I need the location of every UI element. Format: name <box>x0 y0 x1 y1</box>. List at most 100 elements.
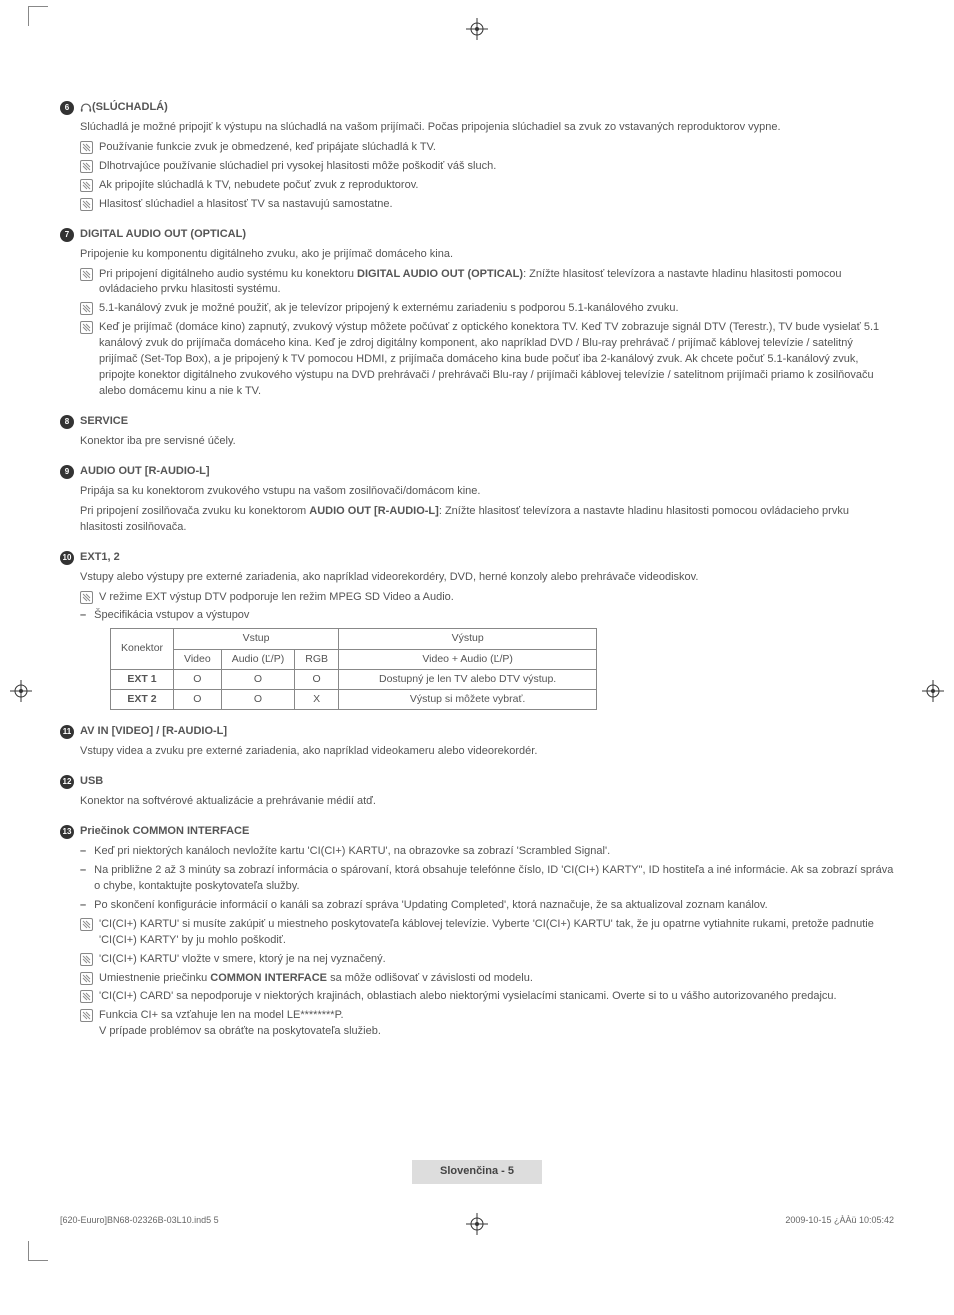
table-row: EXT 1OOODostupný je len TV alebo DTV výs… <box>111 669 597 689</box>
page-label: Slovenčina - 5 <box>412 1160 542 1184</box>
section-number-badge: 6 <box>60 101 74 115</box>
section-title: AUDIO OUT [R-AUDIO-L] <box>80 464 210 480</box>
dash-bullet: – <box>80 863 86 879</box>
table-cell: EXT 1 <box>111 669 174 689</box>
note-text: Umiestnenie priečinku COMMON INTERFACE s… <box>99 971 533 987</box>
table-cell: O <box>221 669 295 689</box>
note-icon <box>80 321 93 334</box>
note-item: Keď je prijímač (domáce kino) zapnutý, z… <box>80 320 894 400</box>
dash-item: –Keď pri niektorých kanáloch nevložíte k… <box>80 844 894 860</box>
note-icon <box>80 141 93 154</box>
note-text: Používanie funkcie zvuk je obmedzené, ke… <box>99 140 436 156</box>
note-icon <box>80 1009 93 1022</box>
table-cell: O <box>295 669 339 689</box>
table-cell: Výstup si môžete vybrať. <box>339 690 597 710</box>
table-cell: EXT 2 <box>111 690 174 710</box>
dash-bullet: – <box>80 608 86 624</box>
table-cell: O <box>174 690 222 710</box>
table-header: Konektor <box>111 629 174 669</box>
dash-item: –Po skončení konfigurácie informácií o k… <box>80 898 894 914</box>
note-text: Pri pripojení digitálneho audio systému … <box>99 267 894 299</box>
section-title: EXT1, 2 <box>80 550 120 566</box>
note-item: 'CI(CI+) KARTU' vložte v smere, ktorý je… <box>80 952 894 968</box>
note-item: Funkcia CI+ sa vzťahuje len na model LE*… <box>80 1008 894 1040</box>
section-service: 8 SERVICE Konektor iba pre servisné účel… <box>60 414 894 450</box>
note-text: Hlasitosť slúchadiel a hlasitosť TV sa n… <box>99 197 393 213</box>
section-number-badge: 13 <box>60 825 74 839</box>
registration-mark-icon <box>466 1213 488 1235</box>
headphones-icon <box>80 102 92 113</box>
table-cell: O <box>174 669 222 689</box>
note-item: 'CI(CI+) KARTU' si musíte zakúpiť u mies… <box>80 917 894 949</box>
dash-item: –Špecifikácia vstupov a výstupov <box>80 608 894 624</box>
note-item: V režime EXT výstup DTV podporuje len re… <box>80 590 894 606</box>
section-title: USB <box>80 774 103 790</box>
section-title: (SLÚCHADLÁ) <box>80 100 168 116</box>
section-intro: Pripája sa ku konektorom zvukového vstup… <box>80 484 894 500</box>
table-header: Výstup <box>339 629 597 649</box>
note-text: 5.1-kanálový zvuk je možné použiť, ak je… <box>99 301 679 317</box>
note-icon <box>80 591 93 604</box>
note-icon <box>80 179 93 192</box>
print-footer-left: [620-Euuro]BN68-02326B-03L10.ind5 5 <box>60 1214 219 1227</box>
section-audio-out: 9 AUDIO OUT [R-AUDIO-L] Pripája sa ku ko… <box>60 464 894 536</box>
table-subheader: RGB <box>295 649 339 669</box>
crop-mark-icon <box>28 6 48 26</box>
note-item: Umiestnenie priečinku COMMON INTERFACE s… <box>80 971 894 987</box>
note-icon <box>80 160 93 173</box>
note-text: 'CI(CI+) KARTU' vložte v smere, ktorý je… <box>99 952 386 968</box>
note-item: Hlasitosť slúchadiel a hlasitosť TV sa n… <box>80 197 894 213</box>
section-title: Priečinok COMMON INTERFACE <box>80 824 249 840</box>
note-icon <box>80 972 93 985</box>
note-text: Funkcia CI+ sa vzťahuje len na model LE*… <box>99 1008 381 1040</box>
registration-mark-icon <box>466 18 488 40</box>
section-intro: Vstupy videa a zvuku pre externé zariade… <box>80 744 894 760</box>
table-subheader: Video <box>174 649 222 669</box>
section-intro: Slúchadlá je možné pripojiť k výstupu na… <box>80 120 894 136</box>
dash-bullet: – <box>80 844 86 860</box>
section-ext: 10 EXT1, 2 Vstupy alebo výstupy pre exte… <box>60 550 894 711</box>
dash-text: Špecifikácia vstupov a výstupov <box>94 608 249 624</box>
crop-mark-icon <box>28 1241 48 1261</box>
note-item: Používanie funkcie zvuk je obmedzené, ke… <box>80 140 894 156</box>
dash-bullet: – <box>80 898 86 914</box>
section-av-in: 11 AV IN [VIDEO] / [R-AUDIO-L] Vstupy vi… <box>60 724 894 760</box>
table-cell: Dostupný je len TV alebo DTV výstup. <box>339 669 597 689</box>
section-number-badge: 7 <box>60 228 74 242</box>
registration-mark-icon <box>10 680 32 702</box>
section-number-badge: 12 <box>60 775 74 789</box>
note-item: 'CI(CI+) CARD' sa nepodporuje v niektorý… <box>80 989 894 1005</box>
note-text: Dlhotrvajúce používanie slúchadiel pri v… <box>99 159 496 175</box>
note-text: 'CI(CI+) KARTU' si musíte zakúpiť u mies… <box>99 917 894 949</box>
section-digital-audio-out: 7 DIGITAL AUDIO OUT (OPTICAL) Pripojenie… <box>60 227 894 400</box>
section-title: DIGITAL AUDIO OUT (OPTICAL) <box>80 227 246 243</box>
section-intro: Pripojenie ku komponentu digitálneho zvu… <box>80 247 894 263</box>
note-icon <box>80 990 93 1003</box>
table-header: Vstup <box>174 629 339 649</box>
note-item: Pri pripojení digitálneho audio systému … <box>80 267 894 299</box>
table-subheader: Audio (Ľ/P) <box>221 649 295 669</box>
io-spec-table: Konektor Vstup Výstup Video Audio (Ľ/P) … <box>110 628 597 710</box>
section-usb: 12 USB Konektor na softvérové aktualizác… <box>60 774 894 810</box>
note-item: 5.1-kanálový zvuk je možné použiť, ak je… <box>80 301 894 317</box>
note-text: Ak pripojíte slúchadlá k TV, nebudete po… <box>99 178 418 194</box>
table-subheader: Video + Audio (Ľ/P) <box>339 649 597 669</box>
table-cell: X <box>295 690 339 710</box>
section-intro: Konektor na softvérové aktualizácie a pr… <box>80 794 894 810</box>
section-intro: Konektor iba pre servisné účely. <box>80 434 894 450</box>
note-icon <box>80 953 93 966</box>
dash-text: Keď pri niektorých kanáloch nevložíte ka… <box>94 844 610 860</box>
dash-text: Po skončení konfigurácie informácií o ka… <box>94 898 768 914</box>
dash-text: Na približne 2 až 3 minúty sa zobrazí in… <box>94 863 894 895</box>
note-text: V režime EXT výstup DTV podporuje len re… <box>99 590 454 606</box>
print-footer-right: 2009-10-15 ¿ÀÀü 10:05:42 <box>785 1214 894 1227</box>
section-intro: Vstupy alebo výstupy pre externé zariade… <box>80 570 894 586</box>
section-number-badge: 11 <box>60 725 74 739</box>
section-headphones: 6 (SLÚCHADLÁ) Slúchadlá je možné pripoji… <box>60 100 894 213</box>
note-icon <box>80 268 93 281</box>
note-icon <box>80 198 93 211</box>
section-common-interface: 13 Priečinok COMMON INTERFACE –Keď pri n… <box>60 824 894 1040</box>
section-number-badge: 9 <box>60 465 74 479</box>
registration-mark-icon <box>922 680 944 702</box>
table-row: EXT 2OOXVýstup si môžete vybrať. <box>111 690 597 710</box>
